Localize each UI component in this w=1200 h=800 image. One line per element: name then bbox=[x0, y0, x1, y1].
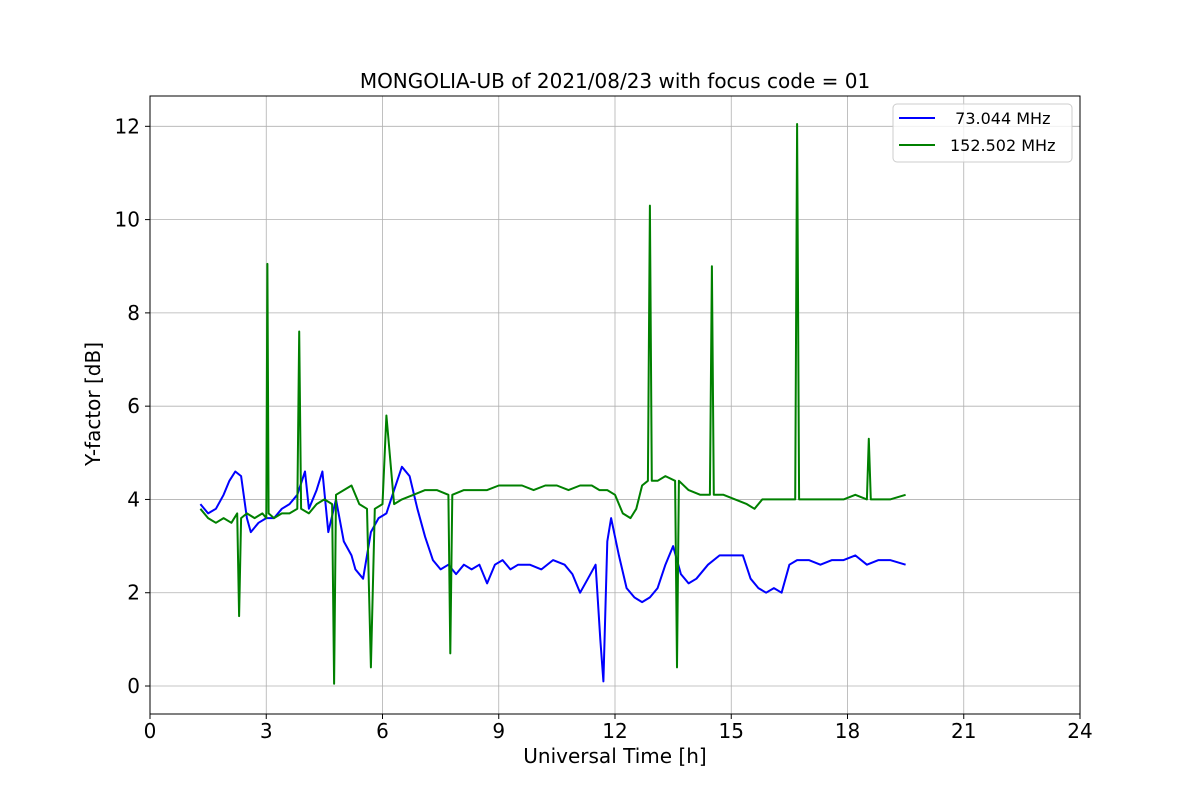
y-tick-label: 8 bbox=[127, 301, 140, 325]
series-layer bbox=[199, 123, 906, 685]
legend: 73.044 MHz 152.502 MHz bbox=[892, 103, 1073, 163]
legend-label-73mhz: 73.044 MHz bbox=[945, 109, 1050, 128]
y-axis-label: Y-factor [dB] bbox=[81, 342, 105, 467]
y-tick-label: 2 bbox=[127, 581, 140, 605]
x-tick-label: 9 bbox=[492, 719, 505, 743]
x-tick-label: 0 bbox=[144, 719, 157, 743]
legend-frame bbox=[892, 103, 1073, 163]
y-tick-label: 6 bbox=[127, 394, 140, 418]
x-tick-label: 15 bbox=[719, 719, 744, 743]
y-tick-label: 12 bbox=[115, 114, 140, 138]
y-tick-label: 10 bbox=[115, 208, 140, 232]
x-tick-label: 24 bbox=[1067, 719, 1092, 743]
x-tick-label: 3 bbox=[260, 719, 273, 743]
x-axis-label: Universal Time [h] bbox=[523, 744, 706, 768]
x-tick-label: 21 bbox=[951, 719, 976, 743]
series-line-1 bbox=[199, 123, 906, 685]
y-tick-label: 0 bbox=[127, 674, 140, 698]
x-tick-label: 12 bbox=[602, 719, 627, 743]
y-tick-label: 4 bbox=[127, 487, 140, 511]
legend-label-152mhz: 152.502 MHz bbox=[950, 136, 1055, 155]
x-tick-label: 18 bbox=[835, 719, 860, 743]
chart-title: MONGOLIA-UB of 2021/08/23 with focus cod… bbox=[360, 69, 870, 93]
x-tick-label: 6 bbox=[376, 719, 389, 743]
